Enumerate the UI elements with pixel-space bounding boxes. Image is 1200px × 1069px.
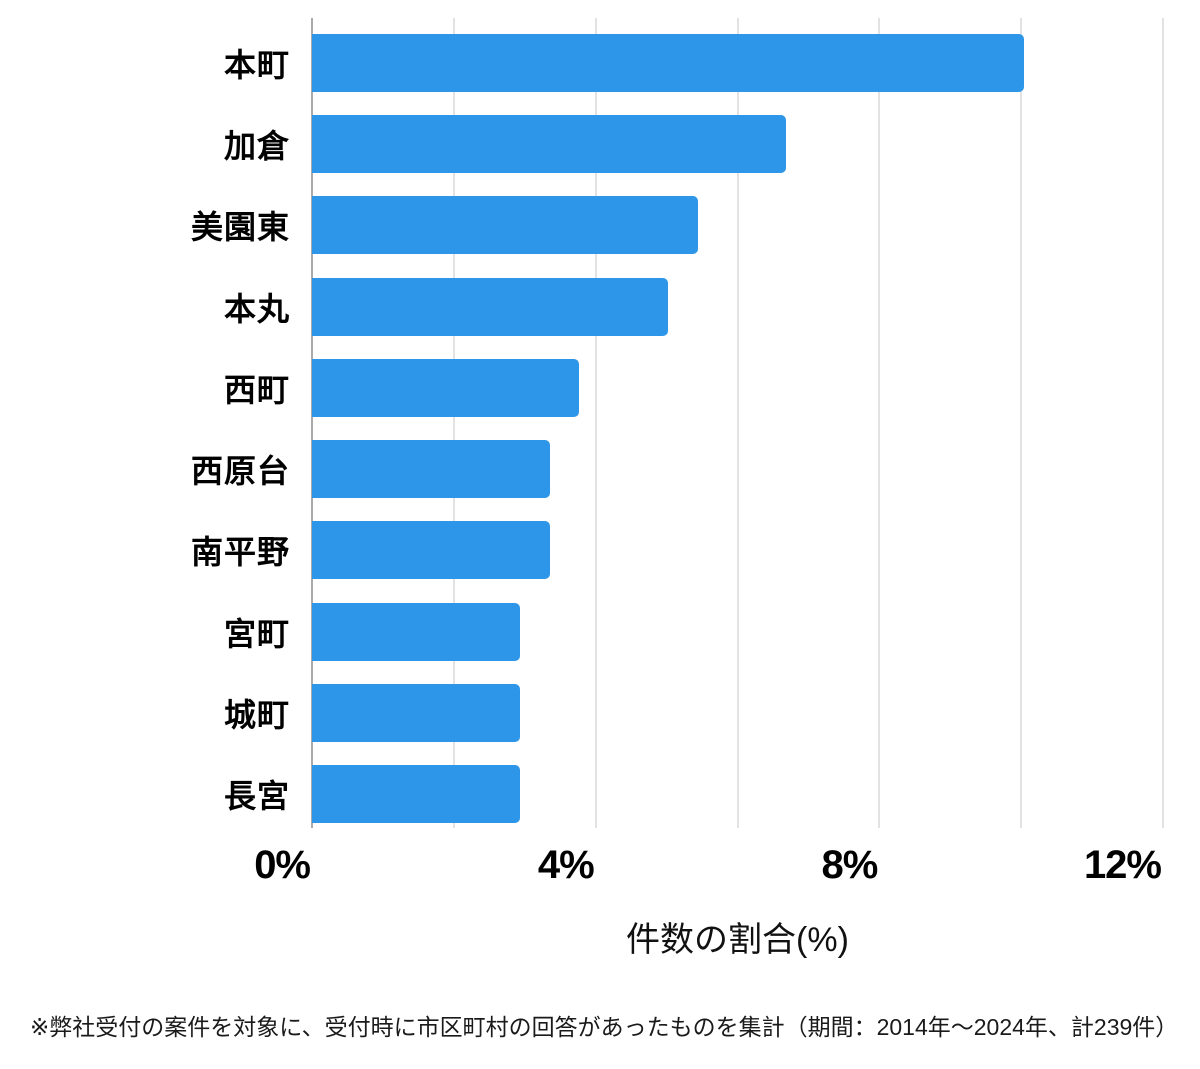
x-tick-label: 12% — [1083, 843, 1162, 887]
category-label: 加倉 — [223, 127, 290, 164]
bar — [312, 684, 520, 743]
category-label: 西町 — [223, 371, 290, 408]
bar-row — [312, 591, 1163, 672]
category-label: 本町 — [223, 46, 290, 83]
gridline — [1162, 18, 1164, 828]
bar — [312, 602, 520, 661]
gridline — [1020, 18, 1023, 828]
bar — [312, 196, 698, 255]
bar — [312, 33, 1024, 92]
gridline — [452, 18, 455, 828]
bar — [312, 521, 550, 580]
x-tick-label: 4% — [537, 843, 595, 887]
category-label: 西原台 — [190, 453, 290, 490]
category-label: 宮町 — [223, 615, 290, 652]
category-label: 美園東 — [190, 209, 290, 246]
footnote: ※弊社受付の案件を対象に、受付時に市区町村の回答があったものを集計（期間：201… — [30, 1014, 1179, 1040]
bar — [312, 440, 550, 499]
bar — [312, 277, 668, 336]
x-tick-label: 0% — [254, 843, 311, 887]
x-tick-label: 8% — [821, 843, 879, 887]
bar-row — [312, 510, 1163, 591]
gridline — [594, 18, 597, 828]
gridlines-layer — [311, 18, 1164, 828]
gridline — [736, 18, 739, 828]
category-label: 本丸 — [223, 290, 290, 327]
x-axis-ticks: 0% 4% 8% 12% — [254, 843, 1163, 895]
category-label: 長宮 — [223, 778, 290, 815]
category-label: 南平野 — [190, 534, 290, 571]
y-axis-line — [311, 18, 313, 828]
bar-row — [312, 428, 1163, 509]
bar-row — [312, 185, 1163, 266]
x-axis-title: 件数の割合(%) — [626, 921, 849, 959]
bar — [312, 765, 520, 824]
category-label: 城町 — [223, 697, 290, 734]
bar-row — [312, 103, 1163, 184]
bar — [312, 114, 787, 173]
bars-layer — [312, 22, 1163, 835]
bar-row — [312, 347, 1163, 428]
bar — [312, 358, 580, 417]
bar-row — [312, 22, 1163, 103]
gridline — [878, 18, 881, 828]
bar-row — [312, 672, 1163, 753]
bar-row — [312, 266, 1163, 347]
category-labels: 本町加倉美園東本丸西町西原台南平野宮町城町長宮 — [0, 22, 290, 835]
bar-row — [312, 754, 1163, 835]
